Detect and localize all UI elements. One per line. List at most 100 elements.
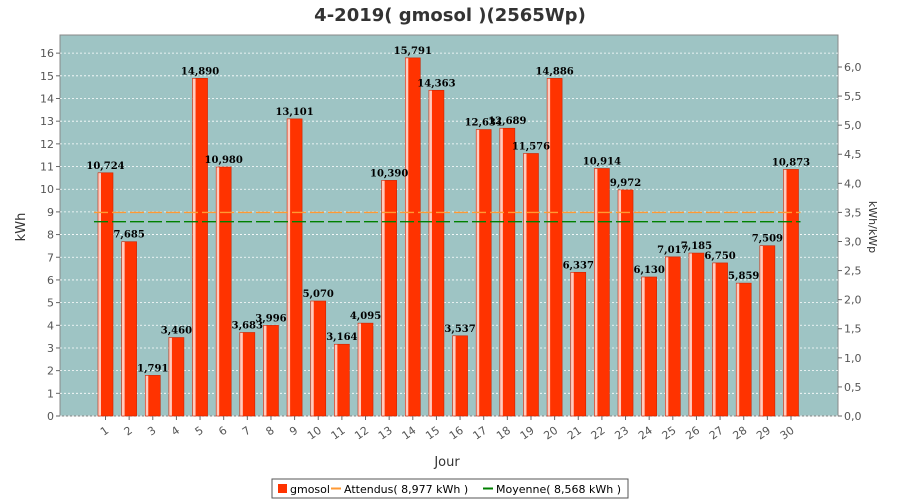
data-label: 3,683 xyxy=(232,320,263,331)
y-axis-label: kWh xyxy=(14,213,29,242)
data-label: 3,996 xyxy=(255,313,286,324)
bar-body xyxy=(783,169,799,416)
bar-body xyxy=(570,272,586,416)
x-tick-label: 25 xyxy=(660,424,679,443)
data-label: 11,576 xyxy=(512,141,550,152)
bar-highlight xyxy=(98,172,101,416)
y-tick-label: 9 xyxy=(47,206,54,219)
y-tick-label: 4 xyxy=(47,319,54,332)
x-tick-label: 17 xyxy=(471,424,490,443)
x-tick-label: 29 xyxy=(754,424,773,443)
data-label: 7,017 xyxy=(657,245,688,256)
bar-21 xyxy=(570,271,587,417)
bar-body xyxy=(98,172,113,416)
bar-3 xyxy=(144,375,161,417)
y-right-tick-label: 2,0 xyxy=(844,294,862,307)
y-tick-label: 7 xyxy=(47,251,54,264)
bar-highlight xyxy=(618,189,622,416)
data-label: 10,914 xyxy=(583,156,621,167)
y-right-tick-label: 1,5 xyxy=(844,323,862,336)
x-tick-label: 16 xyxy=(447,424,466,443)
data-label: 3,164 xyxy=(326,332,357,343)
y-right-tick-label: 4,5 xyxy=(844,148,862,161)
bar-4 xyxy=(168,337,185,417)
bar-highlight xyxy=(263,325,267,416)
x-tick-label: 4 xyxy=(169,424,182,439)
bar-highlight xyxy=(428,90,432,417)
data-label: 10,724 xyxy=(86,161,124,172)
y-tick-label: 5 xyxy=(47,297,54,310)
y-tick-label: 11 xyxy=(40,161,54,174)
data-label: 12,689 xyxy=(488,116,526,127)
data-label: 5,070 xyxy=(303,289,334,300)
x-tick-label: 10 xyxy=(305,424,324,443)
bar-body xyxy=(358,323,374,416)
x-axis-label: Jour xyxy=(433,455,460,470)
y-tick-label: 8 xyxy=(47,229,54,242)
x-tick-label: 1 xyxy=(98,424,111,439)
bar-24 xyxy=(641,276,657,417)
bar-highlight xyxy=(547,78,551,416)
bar-body xyxy=(263,325,279,416)
x-tick-label: 9 xyxy=(287,424,300,439)
bar-body xyxy=(594,168,610,416)
data-label: 14,886 xyxy=(535,66,573,77)
x-tick-label: 26 xyxy=(683,424,702,443)
reference-lines xyxy=(94,211,801,223)
data-label: 7,185 xyxy=(681,241,712,252)
x-tick-label: 12 xyxy=(352,424,371,443)
x-tick-label: 13 xyxy=(376,424,395,443)
data-labels: 10,7247,6851,7913,46014,89010,9803,6833,… xyxy=(86,46,810,375)
data-label: 6,337 xyxy=(563,260,594,271)
bar-highlight xyxy=(405,57,409,416)
chart-title: 4-2019( gmosol )(2565Wp) xyxy=(314,5,586,26)
bar-11 xyxy=(334,343,350,417)
bar-highlight xyxy=(665,256,669,416)
x-tick-label: 19 xyxy=(518,424,537,443)
data-label: 6,130 xyxy=(634,265,665,276)
bar-30 xyxy=(783,169,799,417)
bar-13 xyxy=(381,180,397,417)
x-tick-label: 30 xyxy=(778,424,797,443)
data-label: 15,791 xyxy=(394,46,432,57)
bar-28 xyxy=(735,282,752,417)
bar-highlight xyxy=(287,118,291,417)
x-tick-label: 20 xyxy=(541,424,560,443)
y-tick-label: 3 xyxy=(47,342,54,355)
bar-body xyxy=(712,262,728,416)
bar-8 xyxy=(263,325,279,417)
y-tick-label: 6 xyxy=(47,274,54,287)
bar-15 xyxy=(428,89,445,417)
bar-1 xyxy=(97,172,114,417)
y-tick-label: 0 xyxy=(47,410,54,423)
legend-label-attendus: Attendus( 8,977 kWh ) xyxy=(344,483,468,496)
y-right-tick-label: 3,5 xyxy=(844,206,862,219)
bar-12 xyxy=(357,322,374,417)
bar-highlight xyxy=(570,272,574,416)
x-tick-label: 21 xyxy=(565,424,584,443)
bar-body xyxy=(239,332,255,416)
y-tick-label: 13 xyxy=(40,115,54,128)
data-label: 10,873 xyxy=(772,157,810,168)
bar-6 xyxy=(215,166,232,417)
bar-22 xyxy=(594,168,610,417)
bar-highlight xyxy=(712,262,716,416)
y-tick-label: 2 xyxy=(47,365,54,378)
bar-body xyxy=(216,166,232,416)
data-label: 7,685 xyxy=(113,230,144,241)
legend-label-moyenne: Moyenne( 8,568 kWh ) xyxy=(496,483,621,496)
bar-body xyxy=(428,90,444,417)
bar-highlight xyxy=(239,332,243,416)
y-right-tick-label: 4,0 xyxy=(844,177,862,190)
data-label: 14,363 xyxy=(417,78,455,89)
x-tick-label: 6 xyxy=(216,424,229,439)
data-label: 6,750 xyxy=(704,251,735,262)
y-right-tick-label: 6,0 xyxy=(844,61,862,74)
x-tick-label: 8 xyxy=(263,424,276,439)
bar-highlight xyxy=(121,241,125,416)
bar-highlight xyxy=(334,344,338,416)
bar-body xyxy=(641,276,657,416)
y-tick-label: 12 xyxy=(40,138,54,151)
bar-body xyxy=(665,256,681,416)
